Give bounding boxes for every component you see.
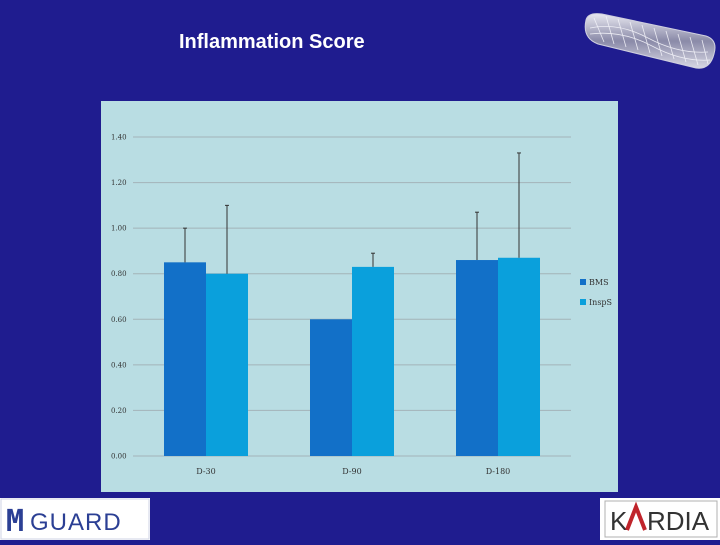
bar-chart: 0.00 0.20 0.40 0.60 0.80 1.00 1.20 1.40 D-30 D-9…: [111, 134, 612, 477]
y-tick-label: 1.20: [111, 179, 127, 187]
x-category-label: D-90: [342, 467, 361, 476]
y-tick-label: 0.60: [111, 316, 127, 324]
y-tick-label: 0.20: [111, 407, 127, 415]
bar-bms-d-180: [456, 260, 498, 456]
y-tick-label: 1.40: [111, 134, 127, 142]
y-tick-label: 1.00: [111, 225, 127, 233]
kardia-logo: K RDIA: [600, 498, 720, 540]
y-tick-label: 0.80: [111, 270, 127, 278]
svg-text:K: K: [610, 506, 628, 536]
legend-label: InspS: [589, 298, 612, 307]
svg-text:M: M: [6, 504, 23, 539]
legend-swatch: [580, 279, 586, 285]
stent-image: [584, 13, 716, 69]
legend-label: BMS: [589, 278, 609, 287]
svg-text:GUARD: GUARD: [30, 509, 122, 536]
bar-bms-d-30: [164, 262, 206, 456]
x-category-label: D-30: [196, 467, 215, 476]
mguard-logo: M GUARD: [0, 498, 150, 540]
bar-bms-d-90: [310, 319, 352, 456]
chart-panel: 0.00 0.20 0.40 0.60 0.80 1.00 1.20 1.40 D-30 D-9…: [101, 101, 618, 492]
bar-insps-d-30: [206, 273, 248, 456]
legend-swatch: [580, 299, 586, 305]
bar-insps-d-90: [352, 266, 394, 456]
slide-title: Inflammation Score: [179, 31, 365, 53]
svg-text:RDIA: RDIA: [647, 506, 710, 536]
bar-insps-d-180: [498, 257, 540, 456]
x-category-label: D-180: [486, 467, 511, 476]
y-tick-label: 0.40: [111, 361, 127, 369]
y-tick-label: 0.00: [111, 453, 127, 461]
